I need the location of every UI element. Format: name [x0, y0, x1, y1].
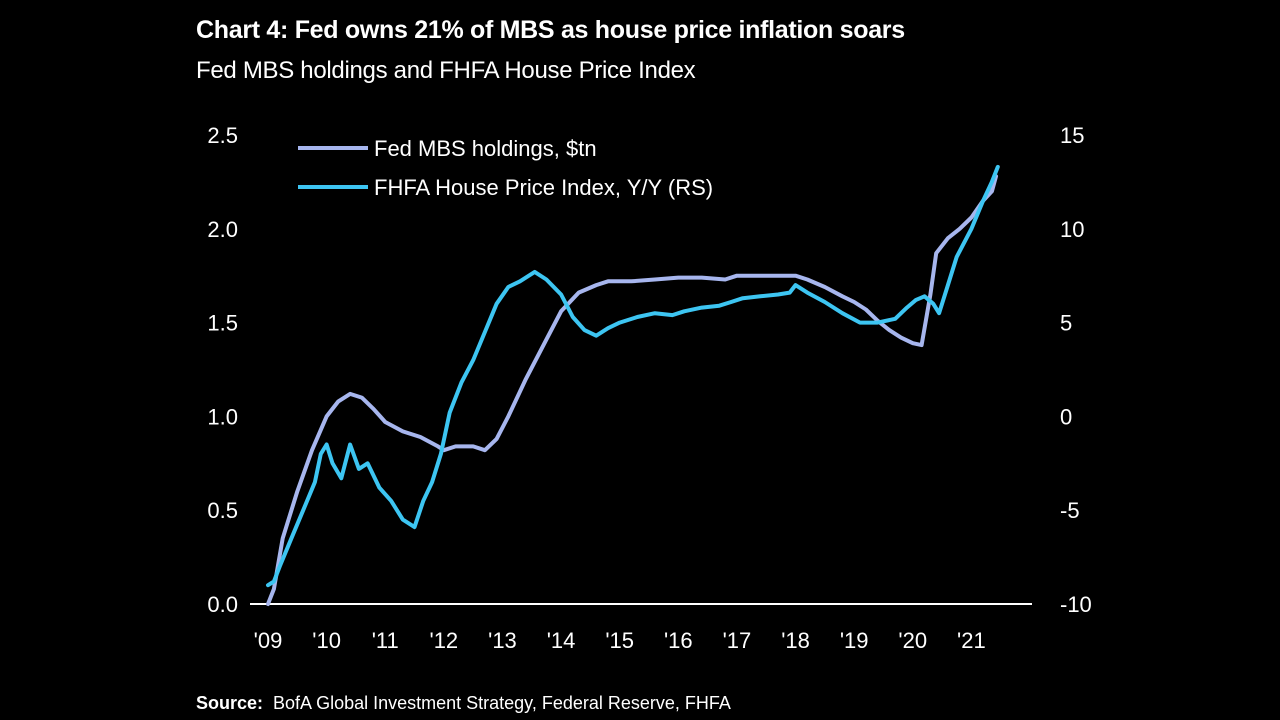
x-tick-label: '15: [605, 628, 634, 653]
x-tick-label: '17: [723, 628, 752, 653]
x-tick-label: '16: [664, 628, 693, 653]
series-layer: [266, 164, 1000, 606]
x-tick-label: '18: [781, 628, 810, 653]
x-tick-label: '10: [312, 628, 341, 653]
left-tick-label: 1.5: [207, 311, 238, 336]
series-line-fed-mbs: [266, 174, 998, 606]
left-tick-label: 0.5: [207, 498, 238, 523]
left-tick-label: 2.0: [207, 217, 238, 242]
x-tick-label: '11: [372, 628, 399, 653]
line-chart: 0.0 0.5 1.0 1.5 2.0 2.5 -10 -5 0 5 10 15 '09 '10 '11…: [207, 123, 1092, 653]
legend-label-fhfa: FHFA House Price Index, Y/Y (RS): [374, 175, 713, 200]
right-tick-label: 5: [1060, 311, 1072, 336]
x-tick-label: '13: [488, 628, 517, 653]
right-tick-label: 0: [1060, 404, 1072, 429]
right-tick-label: -5: [1060, 498, 1080, 523]
chart-subtitle: Fed MBS holdings and FHFA House Price In…: [196, 57, 696, 84]
x-tick-label: '20: [898, 628, 927, 653]
source-label: Source:: [196, 693, 264, 713]
left-axis-ticks: 0.0 0.5 1.0 1.5 2.0 2.5: [207, 123, 238, 617]
left-tick-label: 1.0: [207, 404, 238, 429]
x-tick-label: '19: [840, 628, 869, 653]
right-tick-label: 15: [1060, 123, 1084, 148]
x-tick-label: '14: [547, 628, 576, 653]
x-tick-label: '09: [254, 628, 283, 653]
left-tick-label: 2.5: [207, 123, 238, 148]
legend-label-fed-mbs: Fed MBS holdings, $tn: [374, 136, 597, 161]
source-text: BofA Global Investment Strategy, Federal…: [273, 693, 731, 713]
chart-title: Chart 4: Fed owns 21% of MBS as house pr…: [196, 16, 905, 44]
x-tick-label: '12: [430, 628, 459, 653]
series-line-fhfa-hpi: [266, 164, 1000, 588]
left-tick-label: 0.0: [207, 592, 238, 617]
source-note: Source: BofA Global Investment Strategy, …: [196, 693, 731, 714]
right-axis-ticks: -10 -5 0 5 10 15: [1060, 123, 1092, 617]
x-tick-label: '21: [957, 628, 986, 653]
right-tick-label: -10: [1060, 592, 1092, 617]
x-axis-ticks: '09 '10 '11 '12 '13 '14 '15 '16 '17 '18 '19 '20 '21: [254, 628, 986, 653]
right-tick-label: 10: [1060, 217, 1084, 242]
legend: Fed MBS holdings, $tn FHFA House Price I…: [298, 136, 713, 200]
